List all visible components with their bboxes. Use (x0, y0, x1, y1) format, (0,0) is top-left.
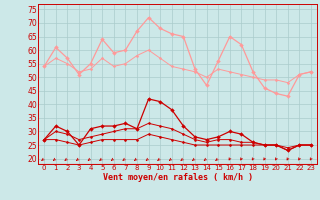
X-axis label: Vent moyen/en rafales ( km/h ): Vent moyen/en rafales ( km/h ) (103, 173, 252, 182)
